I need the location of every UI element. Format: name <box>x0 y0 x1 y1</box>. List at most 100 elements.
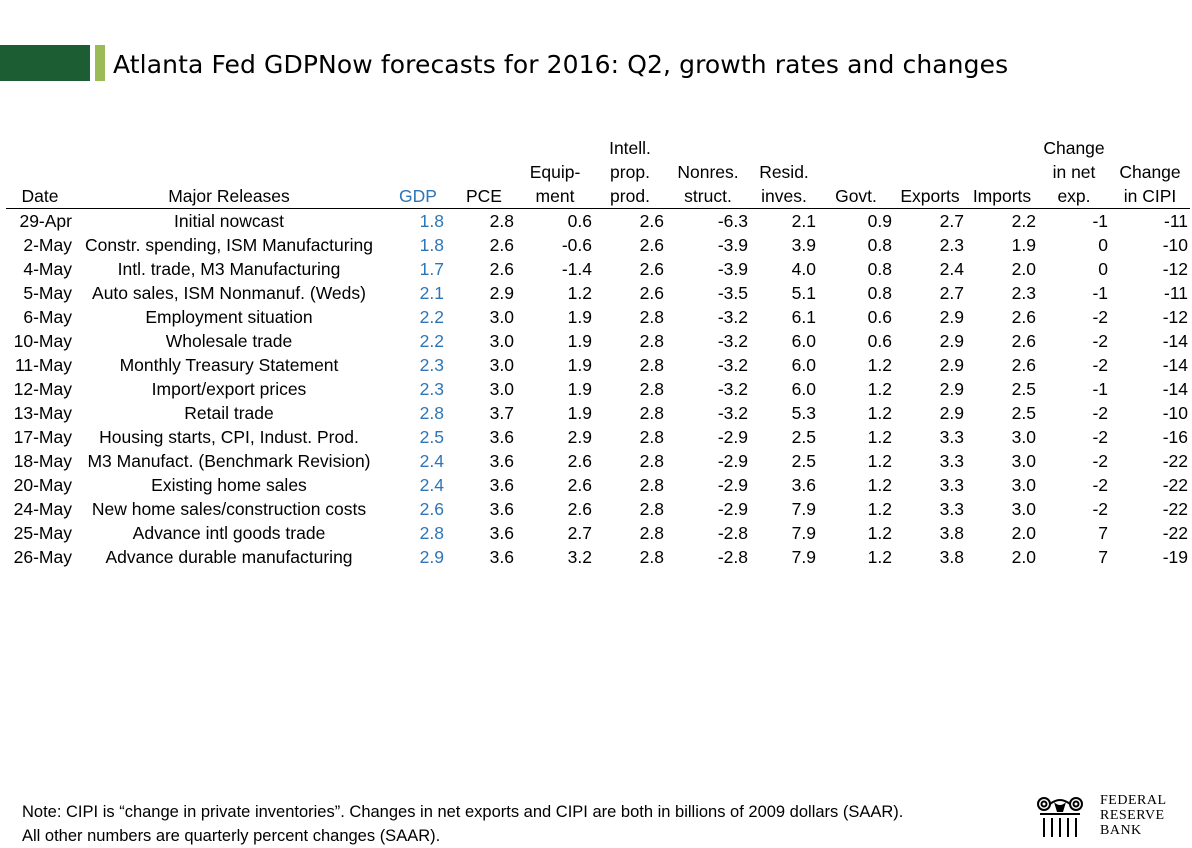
cell-exports: 2.4 <box>939 259 964 279</box>
cell-residential-investment: 5.3 <box>791 403 816 423</box>
cell-major-release: Monthly Treasury Statement <box>119 355 339 375</box>
cell-exports: 2.9 <box>939 379 964 399</box>
cell-gdp: 2.2 <box>419 307 444 327</box>
cell-change-cipi: -11 <box>1164 283 1188 303</box>
cell-residential-investment: 7.9 <box>791 499 816 519</box>
cell-gdp: 1.8 <box>419 235 444 255</box>
table-row: 26-May Advance durable manufacturing 2.9 3.… <box>6 545 1190 569</box>
cell-nonresidential-structures: -3.2 <box>717 331 748 351</box>
cell-residential-investment: 7.9 <box>791 547 816 567</box>
cell-government: 0.6 <box>867 307 892 327</box>
cell-exports: 3.8 <box>939 523 964 543</box>
cell-intellectual-property: 2.8 <box>639 523 664 543</box>
cell-change-cipi: -22 <box>1162 475 1188 495</box>
cell-pce: 2.9 <box>489 283 514 303</box>
cell-intellectual-property: 2.6 <box>639 283 664 303</box>
cell-change-net-exports: -1 <box>1092 211 1108 231</box>
cell-residential-investment: 3.9 <box>791 235 816 255</box>
table-row: 13-May Retail trade 2.8 3.7 1.9 2.8 -3.2 5.3 1.2… <box>6 401 1190 425</box>
cell-date: 26-May <box>13 547 72 567</box>
cell-exports: 2.3 <box>939 235 964 255</box>
cell-date: 11-May <box>14 355 72 375</box>
cell-exports: 3.3 <box>939 451 964 471</box>
cell-imports: 3.0 <box>1011 451 1036 471</box>
cell-major-release: Existing home sales <box>151 475 307 495</box>
table-row: 11-May Monthly Treasury Statement 2.3 3.0 1.… <box>6 353 1190 377</box>
cell-gdp: 2.5 <box>419 427 444 447</box>
cell-imports: 3.0 <box>1011 427 1036 447</box>
cell-exports: 3.3 <box>939 475 964 495</box>
cell-pce: 3.6 <box>489 475 514 495</box>
cell-nonresidential-structures: -3.2 <box>717 355 748 375</box>
cell-change-net-exports: -2 <box>1092 331 1108 351</box>
cell-change-net-exports: -2 <box>1092 499 1108 519</box>
table-row: 20-May Existing home sales 2.4 3.6 2.6 2.8 -2.… <box>6 473 1190 497</box>
cell-intellectual-property: 2.6 <box>639 259 664 279</box>
cell-equipment: 2.6 <box>567 499 592 519</box>
cell-gdp: 2.8 <box>419 403 444 423</box>
cell-equipment: 2.7 <box>567 523 592 543</box>
cell-government: 1.2 <box>867 547 892 567</box>
cell-pce: 3.6 <box>489 523 514 543</box>
table-body: 29-Apr Initial nowcast 1.8 2.8 0.6 2.6 -6.3 2.1… <box>6 209 1190 570</box>
cell-change-net-exports: 7 <box>1098 547 1108 567</box>
cell-nonresidential-structures: -3.5 <box>717 283 748 303</box>
cell-intellectual-property: 2.6 <box>639 235 664 255</box>
cell-change-cipi: -12 <box>1162 307 1188 327</box>
table-row: 2-May Constr. spending, ISM Manufacturing… <box>6 233 1190 257</box>
cell-equipment: 2.6 <box>567 451 592 471</box>
cell-imports: 1.9 <box>1011 235 1036 255</box>
cell-date: 20-May <box>13 475 72 495</box>
cell-change-net-exports: -2 <box>1092 475 1108 495</box>
cell-government: 0.9 <box>867 211 892 231</box>
cell-pce: 2.6 <box>489 235 514 255</box>
column-header-change-cipi: Change in CIPI <box>1119 162 1181 206</box>
cell-change-cipi: -11 <box>1164 211 1188 231</box>
cell-government: 1.2 <box>867 523 892 543</box>
column-header-government: Govt. <box>835 186 877 206</box>
footnote-line-2: All other numbers are quarterly percent … <box>22 827 441 845</box>
cell-nonresidential-structures: -3.9 <box>717 259 748 279</box>
cell-date: 17-May <box>13 427 72 447</box>
cell-exports: 3.8 <box>939 547 964 567</box>
cell-exports: 2.7 <box>939 283 964 303</box>
cell-government: 0.8 <box>867 259 892 279</box>
cell-residential-investment: 2.5 <box>791 451 816 471</box>
cell-residential-investment: 5.1 <box>791 283 816 303</box>
cell-equipment: 1.2 <box>567 283 592 303</box>
cell-equipment: 2.6 <box>567 475 592 495</box>
cell-intellectual-property: 2.8 <box>639 475 664 495</box>
column-header-intellectual-property: Intell. prop. prod. <box>609 138 651 206</box>
cell-imports: 2.3 <box>1011 283 1036 303</box>
cell-pce: 3.6 <box>489 547 514 567</box>
cell-intellectual-property: 2.8 <box>639 403 664 423</box>
cell-residential-investment: 6.0 <box>791 331 816 351</box>
cell-intellectual-property: 2.8 <box>639 379 664 399</box>
cell-nonresidential-structures: -3.2 <box>717 307 748 327</box>
cell-imports: 2.6 <box>1011 331 1036 351</box>
cell-residential-investment: 7.9 <box>791 523 816 543</box>
cell-equipment: 1.9 <box>567 307 592 327</box>
cell-pce: 3.6 <box>489 451 514 471</box>
cell-change-cipi: -14 <box>1162 331 1188 351</box>
cell-government: 0.8 <box>867 283 892 303</box>
cell-intellectual-property: 2.8 <box>639 451 664 471</box>
cell-change-cipi: -14 <box>1162 355 1188 375</box>
cell-exports: 2.9 <box>939 355 964 375</box>
cell-government: 1.2 <box>867 499 892 519</box>
cell-nonresidential-structures: -2.8 <box>717 547 748 567</box>
cell-date: 6-May <box>23 307 72 327</box>
cell-major-release: Intl. trade, M3 Manufacturing <box>117 259 341 279</box>
cell-pce: 3.0 <box>489 379 514 399</box>
cell-date: 18-May <box>13 451 72 471</box>
column-header-change-net-exports: Change in net exp. <box>1043 138 1105 206</box>
cell-equipment: 3.2 <box>567 547 592 567</box>
cell-date: 2-May <box>23 235 72 255</box>
cell-nonresidential-structures: -2.9 <box>717 427 748 447</box>
cell-major-release: New home sales/construction costs <box>91 499 367 519</box>
cell-government: 0.8 <box>867 235 892 255</box>
column-header-major-releases: Major Releases <box>168 186 290 206</box>
cell-equipment: 0.6 <box>567 211 592 231</box>
cell-residential-investment: 2.1 <box>791 211 816 231</box>
cell-intellectual-property: 2.8 <box>639 331 664 351</box>
